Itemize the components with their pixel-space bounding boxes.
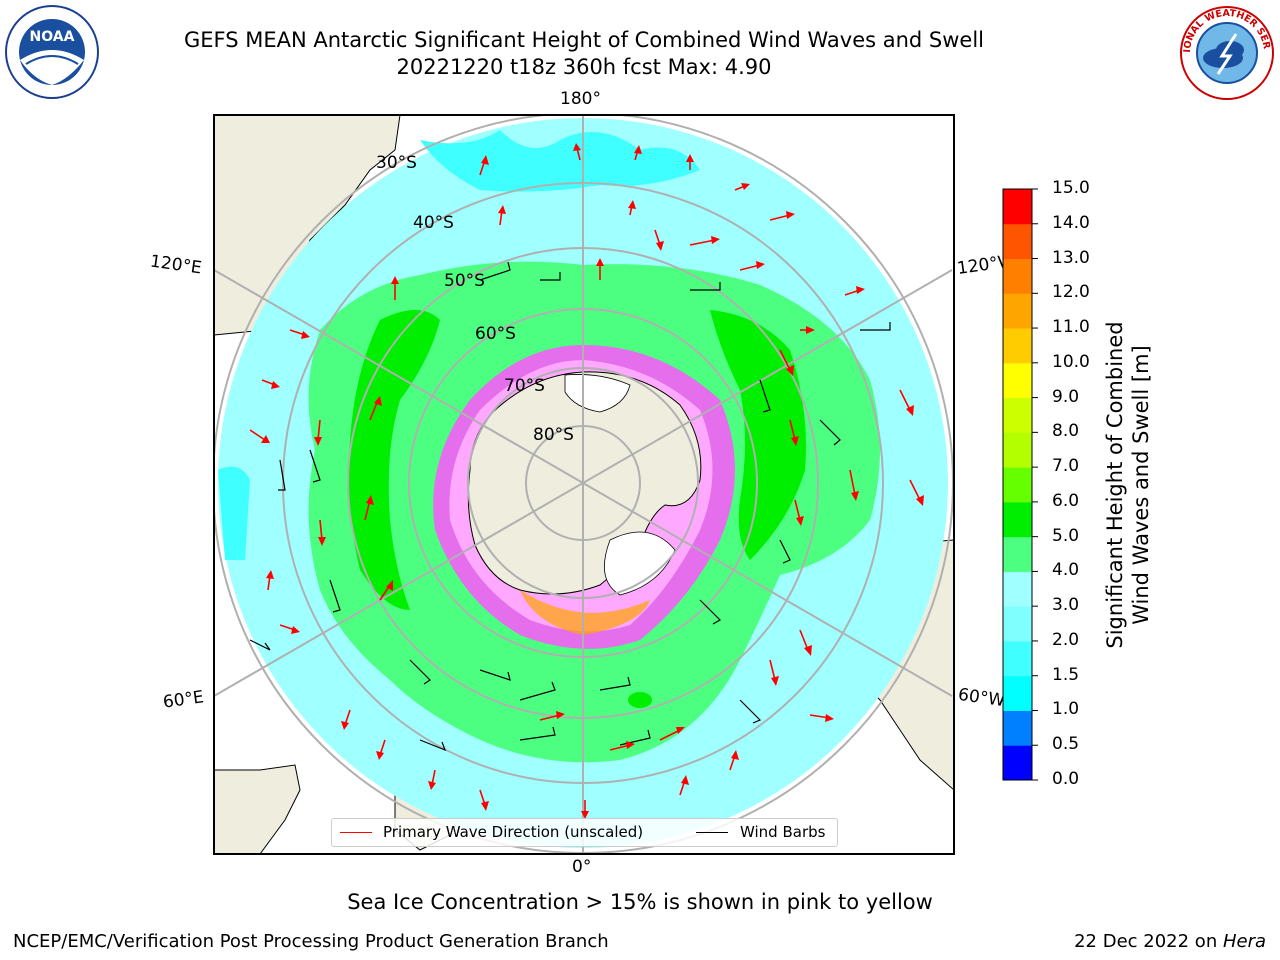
map-legend: Primary Wave Direction (unscaled) Wind B… <box>331 818 838 847</box>
noaa-logo: NOAA <box>4 4 100 104</box>
wave-direction-legend-swatch <box>340 832 372 833</box>
colorbar-tick-label: 2.0 <box>1052 629 1080 650</box>
lat-label-50s: 50°S <box>444 271 485 291</box>
colorbar-segment <box>1003 293 1032 329</box>
colorbar-tick-label: 0.5 <box>1052 734 1080 755</box>
colorbar-segment <box>1003 328 1032 364</box>
colorbar-segment <box>1003 640 1032 677</box>
wave-zone-1-2m-west <box>218 466 250 560</box>
colorbar-segment <box>1003 675 1032 711</box>
colorbar-frame <box>1002 188 1033 781</box>
colorbar-tick-label: 9.0 <box>1052 386 1080 407</box>
wind-barbs-legend-swatch <box>696 832 728 833</box>
wave-direction-legend-label: Primary Wave Direction (unscaled) <box>383 823 644 841</box>
noaa-logo-text: NOAA <box>30 29 75 45</box>
lat-label-70s: 70°S <box>504 376 545 396</box>
colorbar-tick-label: 8.0 <box>1052 421 1080 442</box>
colorbar-segment <box>1003 432 1032 468</box>
nws-logo: NATIONAL WEATHER SERVICE <box>1174 0 1276 106</box>
lat-label-30s: 30°S <box>376 153 417 173</box>
wave-zone-1-2m <box>420 130 700 192</box>
colorbar-tick-label: 11.0 <box>1052 317 1090 338</box>
wave-zone-4-5m-west <box>348 310 440 610</box>
colorbar-segment <box>1003 536 1032 572</box>
ross-ice-shelf <box>564 374 631 413</box>
colorbar-tick-label: 10.0 <box>1052 351 1090 372</box>
footer-date: 22 Dec 2022 on Hera <box>1074 931 1266 952</box>
lat-label-40s: 40°S <box>413 213 454 233</box>
sea-ice-caption: Sea Ice Concentration > 15% is shown in … <box>347 890 933 914</box>
lon-label-0: 0° <box>572 857 592 877</box>
colorbar-tick-label: 3.0 <box>1052 595 1080 616</box>
wave-direction-arrows <box>249 143 924 819</box>
colorbar-segment <box>1003 606 1032 642</box>
colorbar-tick-label: 12.0 <box>1052 282 1090 303</box>
footer-date-text: 22 Dec 2022 on <box>1074 931 1223 952</box>
colorbar-title-line2: Wind Waves and Swell [m] <box>1129 345 1153 625</box>
lat-label-80s: 80°S <box>533 425 574 445</box>
colorbar-segment <box>1003 745 1032 781</box>
colorbar-title: Significant Height of Combined Wind Wave… <box>1102 285 1154 685</box>
colorbar-tick-label: 4.0 <box>1052 560 1080 581</box>
colorbar-tick-label: 13.0 <box>1052 247 1090 268</box>
colorbar-tick-label: 5.0 <box>1052 525 1080 546</box>
colorbar-segment <box>1003 710 1032 746</box>
colorbar-segment <box>1003 467 1032 503</box>
colorbar-segment <box>1003 223 1032 260</box>
colorbar-tick-label: 14.0 <box>1052 212 1090 233</box>
colorbar-tick-label: 1.5 <box>1052 664 1080 685</box>
colorbar-tick-label: 7.0 <box>1052 456 1080 477</box>
colorbar-tick-label: 6.0 <box>1052 490 1080 511</box>
wave-zone-4-5m-east <box>710 310 806 560</box>
wind-barbs-legend-label: Wind Barbs <box>740 823 826 841</box>
lat-label-60s: 60°S <box>475 324 516 344</box>
wave-zone-4-5m-patch <box>628 692 652 708</box>
colorbar-segment <box>1003 501 1032 538</box>
weddell-ice-shelf <box>604 531 676 596</box>
colorbar-tick-label: 0.0 <box>1052 769 1080 789</box>
footer-credit: NCEP/EMC/Verification Post Processing Pr… <box>13 931 609 952</box>
sea-ice-highlight <box>520 590 650 635</box>
colorbar-tick-label: 15.0 <box>1052 178 1090 198</box>
chart-title: GEFS MEAN Antarctic Significant Height o… <box>183 28 985 52</box>
australia-landmass <box>214 115 401 336</box>
forecast-subtitle: 20221220 t18z 360h fcst Max: 4.90 <box>396 55 772 79</box>
lon-label-180: 180° <box>560 89 601 109</box>
colorbar-segment <box>1003 571 1032 607</box>
colorbar-segment <box>1003 189 1032 225</box>
africa-landmass <box>214 764 301 854</box>
colorbar-tick-label: 1.0 <box>1052 699 1080 720</box>
colorbar-segment <box>1003 258 1032 294</box>
colorbar-segment <box>1003 362 1032 399</box>
colorbar-segment <box>1003 397 1032 433</box>
footer-host: Hera <box>1222 931 1266 952</box>
colorbar-title-line1: Significant Height of Combined <box>1103 321 1127 649</box>
